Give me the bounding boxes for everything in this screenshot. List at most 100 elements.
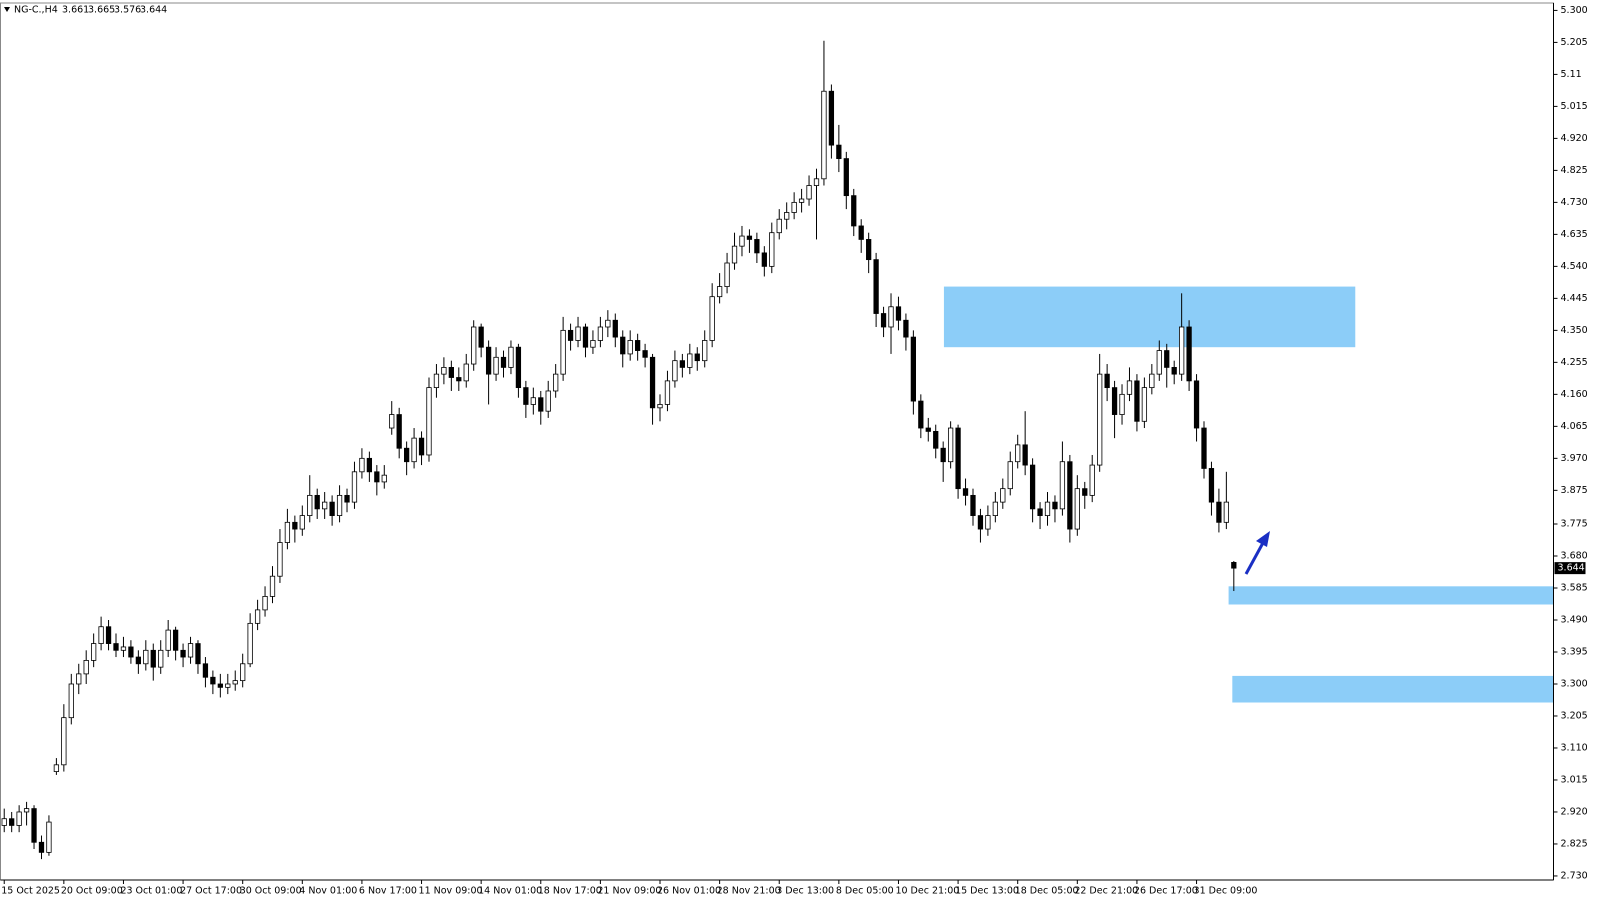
candle-body	[1015, 444, 1021, 463]
arrow	[1244, 531, 1270, 575]
y-tick-label: 3.395	[1561, 646, 1588, 657]
x-tick-label: 30 Oct 09:00	[240, 886, 302, 897]
candle-body	[769, 232, 775, 267]
candle-body	[262, 596, 268, 611]
candle-body	[1097, 373, 1103, 466]
x-tick-label: 10 Dec 21:00	[895, 886, 959, 897]
candle-body	[590, 340, 596, 348]
candle-body	[605, 319, 611, 328]
y-tick-label: 3.110	[1561, 742, 1588, 753]
candle-body	[1156, 350, 1162, 375]
candle-body	[366, 457, 373, 473]
candle-body	[940, 447, 946, 463]
candle-body	[456, 377, 462, 382]
candle-body	[277, 542, 283, 577]
candle-body	[31, 808, 37, 843]
candle-body	[977, 515, 984, 530]
candle-body	[664, 380, 671, 405]
candle-body	[962, 488, 969, 496]
candle-body	[657, 404, 663, 409]
y-tick-label: 3.015	[1561, 774, 1588, 785]
candle-body	[1216, 501, 1222, 523]
candle-body	[1089, 464, 1095, 496]
candle-body	[38, 841, 45, 853]
candle-body	[158, 649, 164, 668]
y-tick-label: 4.160	[1561, 389, 1588, 400]
candle-body	[9, 818, 15, 826]
candle-body	[135, 656, 141, 665]
candle-body	[1082, 488, 1088, 496]
candle-body	[851, 195, 857, 227]
x-tick-label: 22 Dec 21:00	[1074, 886, 1138, 897]
candle-body	[1059, 461, 1066, 510]
menu-triangle	[4, 7, 10, 12]
zone	[1228, 586, 1554, 605]
candle-body	[724, 262, 730, 287]
candle-body	[1104, 373, 1110, 389]
candle-body	[1067, 461, 1073, 530]
y-tick-label: 4.540	[1561, 261, 1588, 272]
y-tick-label: 3.775	[1561, 519, 1588, 530]
header-low: 3.576	[114, 5, 141, 16]
candle-body	[1171, 367, 1177, 375]
candle-body	[180, 649, 186, 658]
price-label: 3.644	[1558, 563, 1585, 574]
candle-body	[582, 326, 589, 348]
x-tick-label: 20 Oct 09:00	[61, 886, 123, 897]
x-tick-label: 31 Dec 09:00	[1194, 886, 1258, 897]
candle-body	[791, 201, 797, 213]
header-open: 3.661	[62, 5, 89, 16]
y-tick-label: 5.300	[1561, 5, 1588, 16]
candle-body	[76, 673, 82, 685]
candle-body	[284, 521, 291, 543]
candle-body	[925, 427, 931, 432]
y-tick-label: 4.920	[1561, 133, 1588, 144]
x-tick-label: 23 Oct 01:00	[120, 886, 182, 897]
candle-body	[23, 808, 30, 813]
candle-body	[150, 649, 156, 668]
candle-body	[396, 414, 402, 449]
axes: 5.300 5.205 5.11 5.015 4.920 4.825 4.730 4.635 4…	[0, 3, 1588, 897]
candle-body	[761, 252, 767, 267]
arrow-head	[1256, 531, 1270, 547]
candle-body	[172, 629, 179, 651]
candle-body	[16, 811, 22, 826]
candle-body	[269, 575, 276, 597]
candle-body	[530, 397, 536, 405]
candle-body	[217, 683, 223, 688]
candle-body	[784, 212, 790, 220]
candle-body	[471, 326, 477, 365]
y-tick-label: 4.825	[1561, 165, 1588, 176]
candle-body	[336, 494, 343, 516]
zones	[943, 286, 1554, 703]
candle-body	[694, 353, 700, 362]
candle-body	[806, 185, 812, 200]
candle-body	[1000, 488, 1006, 503]
candle-body	[433, 373, 440, 389]
x-tick-label: 6 Nov 17:00	[359, 886, 417, 897]
candle-body	[411, 437, 417, 463]
candle-body	[933, 430, 939, 449]
x-tick-label: 11 Nov 09:00	[419, 886, 483, 897]
candle-body	[225, 683, 231, 688]
candle-body	[292, 521, 298, 530]
y-tick-label: 3.875	[1561, 485, 1588, 496]
x-tick-label: 26 Nov 01:00	[657, 886, 721, 897]
candle-body	[314, 494, 320, 510]
candle-body	[1037, 508, 1043, 516]
candle-body	[567, 329, 574, 341]
header-high: 3.665	[88, 5, 115, 16]
candle-body	[1141, 387, 1148, 422]
candle-body	[485, 346, 492, 375]
candle-body	[553, 373, 559, 392]
candle-body	[560, 329, 566, 375]
candle-body	[843, 158, 849, 197]
candle-body	[232, 680, 238, 685]
candle-body	[389, 414, 395, 429]
candle-body	[1022, 444, 1028, 466]
candle-body	[1007, 461, 1013, 490]
candle-body	[68, 683, 74, 719]
candle-body	[202, 663, 209, 678]
